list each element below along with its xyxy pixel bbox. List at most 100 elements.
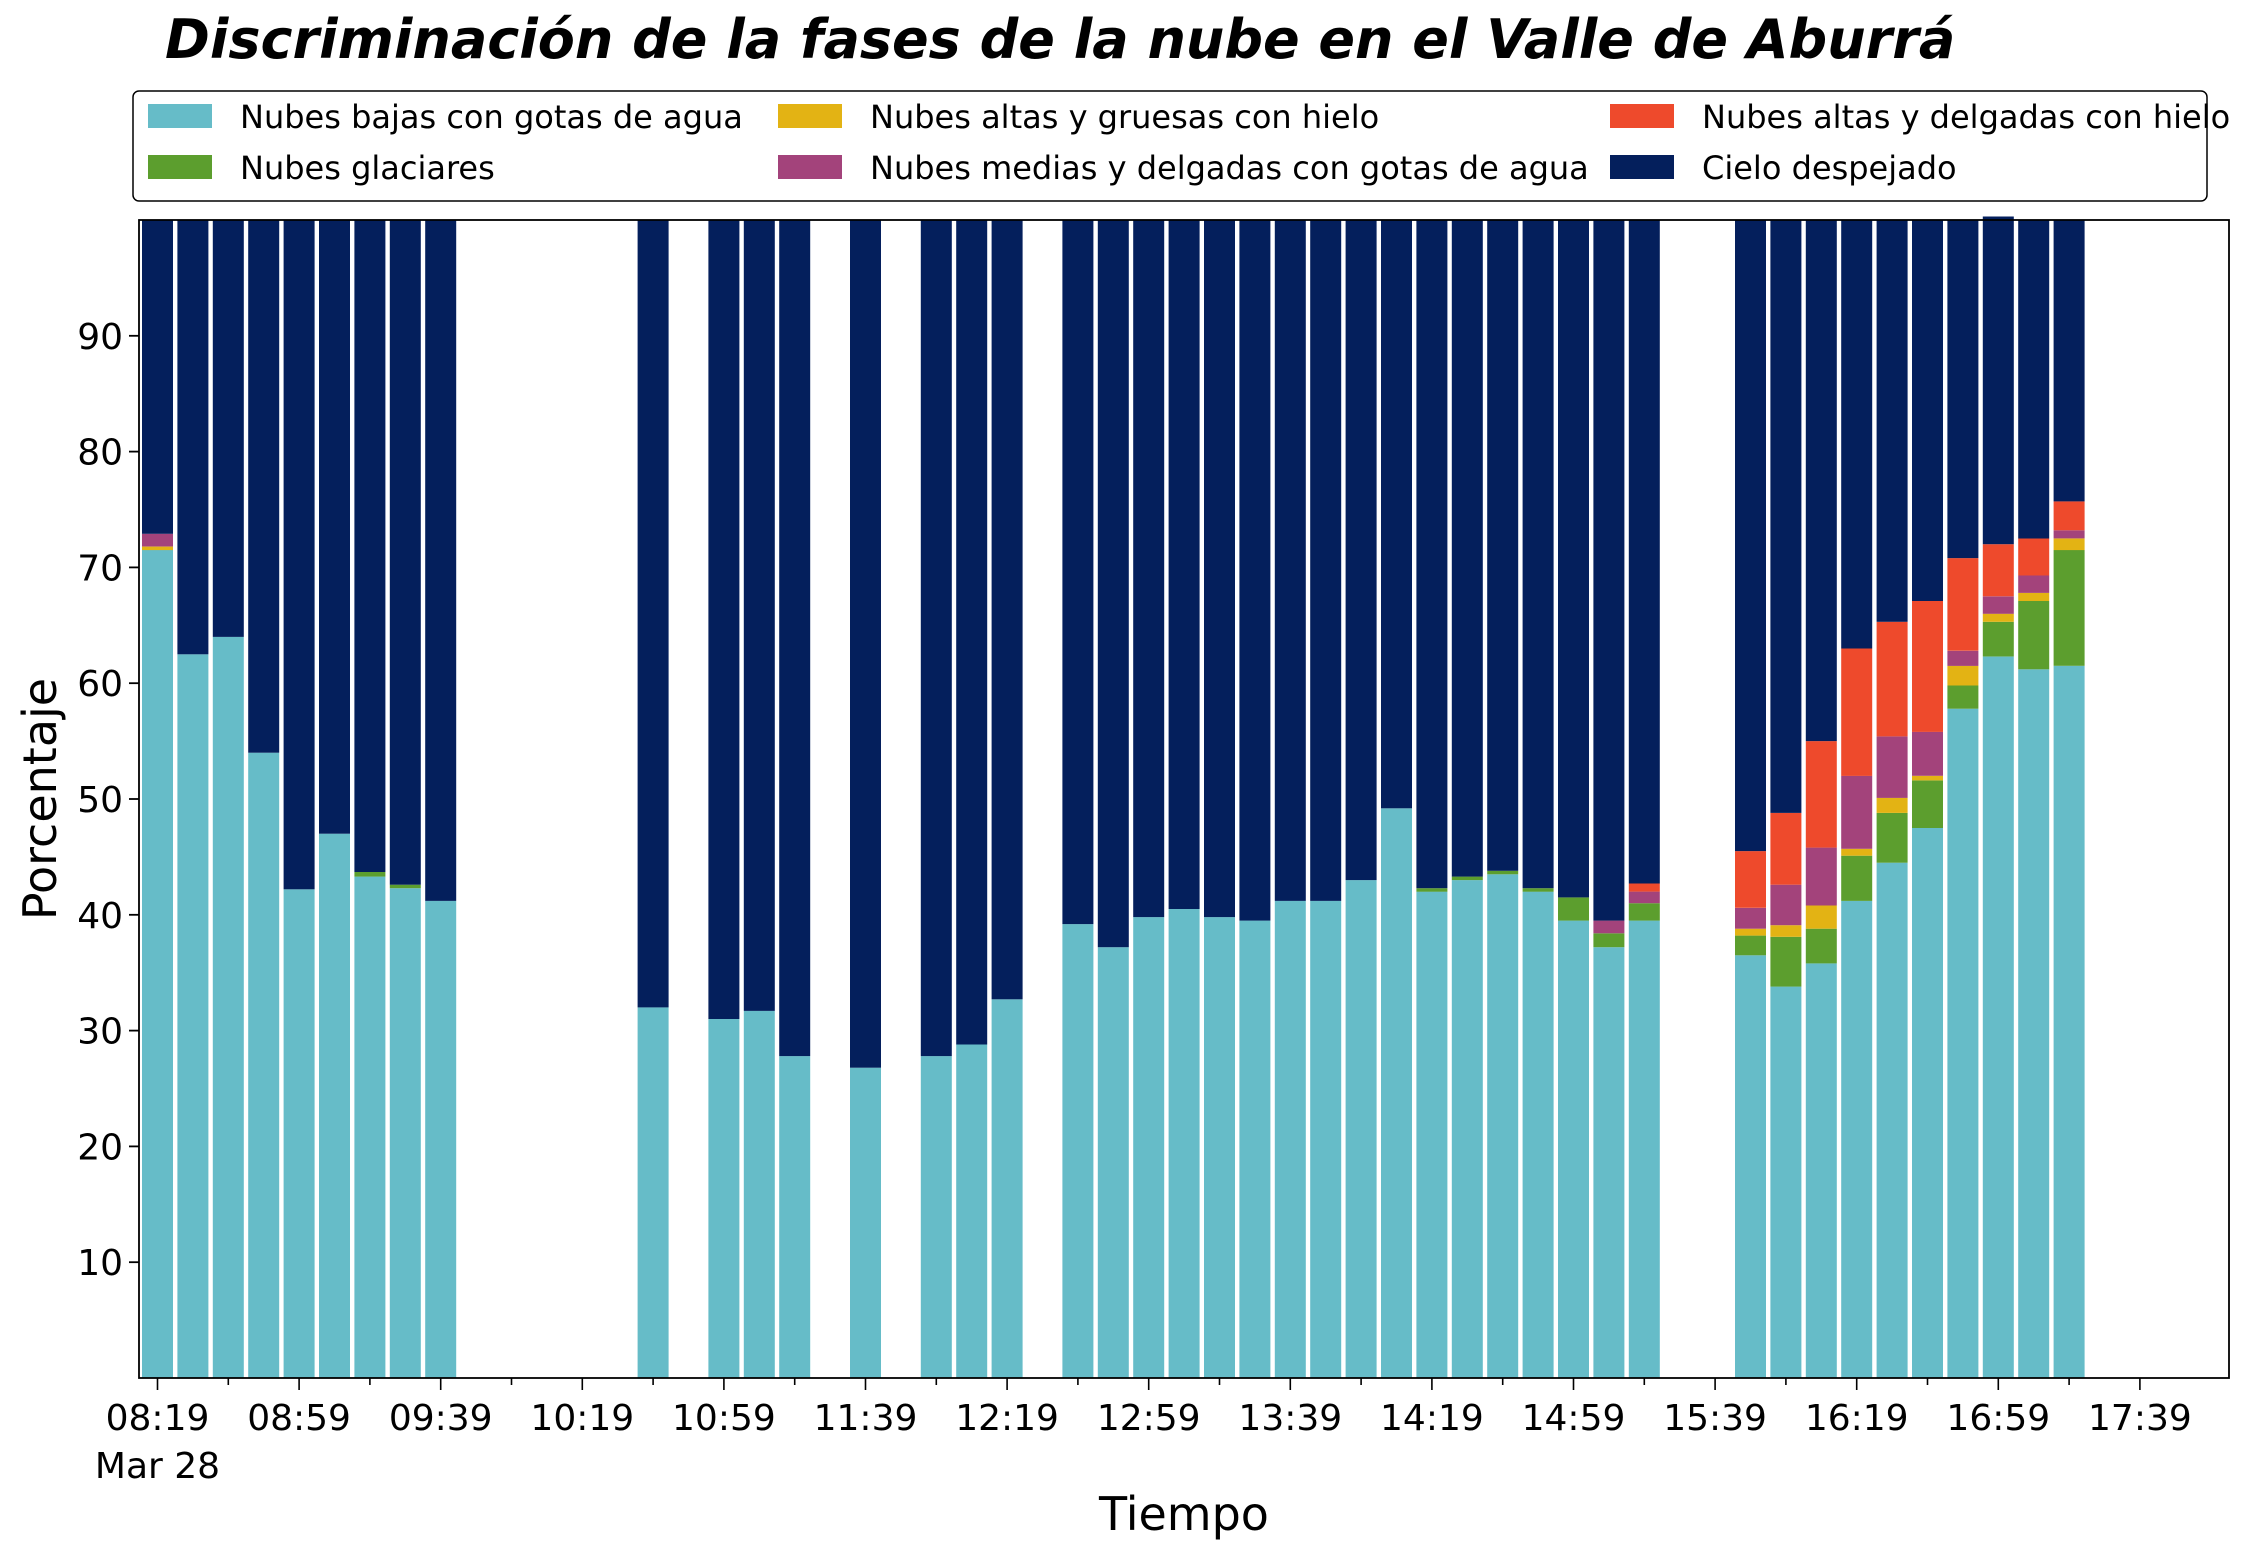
bar-segment-1659-series-5 [1982, 216, 2014, 545]
x-tick-label: 08:59 [247, 1398, 351, 1439]
bar-segment-1649-series-0 [1947, 708, 1979, 1378]
x-tick-label: 11:39 [814, 1398, 918, 1439]
legend-frame [132, 90, 2208, 202]
bar-segment-1559-series-5 [1770, 220, 1802, 813]
bar-segment-1629-series-0 [1876, 862, 1908, 1378]
bar-segment-1709-series-1 [2018, 601, 2050, 670]
legend-swatch [778, 104, 842, 128]
bar-segment-0819-series-5 [142, 220, 173, 534]
bar-segment-1639-series-5 [1912, 220, 1943, 601]
chart-title: Discriminación de la fases de la nube en… [165, 8, 1955, 71]
bar-segment-1659-series-2 [1982, 613, 2014, 622]
bar-segment-1339-series-0 [1274, 900, 1306, 1378]
bar-segment-1609-series-5 [1805, 220, 1837, 742]
legend-swatch [148, 155, 212, 179]
legend-label: Nubes bajas con gotas de agua [240, 98, 743, 136]
bar-segment-1709-series-5 [2018, 220, 2050, 539]
x-tick-label: 16:59 [1946, 1398, 2050, 1439]
bar-segment-1609-series-0 [1805, 963, 1837, 1378]
bar-segment-1249-series-5 [1097, 220, 1129, 948]
bar-segment-0939-series-5 [425, 220, 457, 901]
bar-segment-1549-series-3 [1735, 907, 1766, 929]
y-tick-label: 10 [77, 1243, 123, 1284]
legend-swatch [1610, 155, 1674, 179]
bar-segment-0919-series-0 [354, 876, 386, 1378]
bar-segment-1139-series-5 [850, 220, 881, 1068]
bar-segment-0829-series-0 [177, 654, 209, 1379]
bar-segment-1649-series-5 [1947, 220, 1979, 559]
bar-segment-0919-series-5 [354, 220, 386, 872]
bar-segment-1349-series-5 [1310, 220, 1342, 901]
bar-segment-1039-series-0 [637, 1007, 669, 1378]
bar-segment-1039-series-5 [637, 220, 669, 1008]
bar-segment-1639-series-3 [1912, 731, 1943, 776]
bar-segment-1429-series-1 [1451, 876, 1483, 881]
bar-segment-1619-series-0 [1841, 900, 1873, 1378]
bar-segment-1409-series-5 [1381, 220, 1412, 809]
bar-segment-1509-series-0 [1593, 947, 1625, 1378]
legend-label: Nubes glaciares [240, 149, 495, 187]
bar-segment-1609-series-3 [1805, 847, 1837, 906]
bar-segment-1649-series-4 [1947, 558, 1979, 651]
bar-segment-1519-series-1 [1628, 903, 1660, 921]
bar-segment-1459-series-5 [1558, 220, 1589, 898]
bar-segment-1629-series-1 [1876, 812, 1908, 863]
bar-segment-0829-series-5 [177, 220, 209, 655]
y-tick-label: 90 [77, 317, 123, 358]
bar-segment-1629-series-5 [1876, 220, 1908, 622]
bar-segment-0839-series-0 [212, 636, 244, 1378]
bar-segment-1209-series-5 [956, 220, 988, 1045]
bar-segment-1159-series-5 [920, 220, 952, 1057]
y-tick-label: 80 [77, 433, 123, 474]
bar-segment-0819-series-3 [142, 533, 173, 547]
bar-segment-1619-series-5 [1841, 220, 1873, 649]
bar-segment-1519-series-0 [1628, 920, 1660, 1378]
bar-segment-1519-series-4 [1628, 883, 1660, 892]
legend-label: Nubes medias y delgadas con gotas de agu… [870, 149, 1589, 187]
bar-segment-1449-series-0 [1522, 891, 1554, 1378]
bar-segment-1619-series-4 [1841, 648, 1873, 776]
legend: Nubes bajas con gotas de agua Nubes glaci… [132, 90, 2230, 202]
bar-segment-0849-series-0 [248, 752, 280, 1378]
x-tick-label: 12:19 [955, 1398, 1059, 1439]
bar-segment-1139-series-0 [850, 1067, 881, 1378]
bar-segment-1109-series-0 [743, 1010, 775, 1378]
bar-segment-1619-series-3 [1841, 775, 1873, 849]
bar-segment-1109-series-5 [743, 220, 775, 1011]
x-axis-label: Tiempo [1098, 1487, 1269, 1541]
x-tick-label: 12:59 [1097, 1398, 1201, 1439]
bar-segment-0859-series-0 [283, 889, 315, 1378]
x-tick-label: 16:19 [1805, 1398, 1909, 1439]
bar-segment-0929-series-1 [389, 884, 421, 889]
bar-segment-0939-series-0 [425, 900, 457, 1378]
y-tick-label: 30 [77, 1012, 123, 1053]
bar-segment-1059-series-0 [708, 1019, 740, 1378]
x-tick-label: 14:59 [1522, 1398, 1626, 1439]
bar-segment-1609-series-2 [1805, 905, 1837, 929]
bar-segment-1359-series-5 [1345, 220, 1377, 881]
bar-segment-1709-series-3 [2018, 575, 2050, 593]
bar-segment-1509-series-3 [1593, 920, 1625, 934]
bar-segment-1459-series-1 [1558, 897, 1589, 921]
bar-segment-1239-series-5 [1062, 220, 1094, 925]
bar-segment-0909-series-5 [319, 220, 350, 834]
bar-segment-1609-series-1 [1805, 928, 1837, 964]
legend-label: Nubes altas y gruesas con hielo [870, 98, 1379, 136]
x-tick-label: 15:39 [1663, 1398, 1767, 1439]
bar-segment-1429-series-0 [1451, 880, 1483, 1378]
bar-segment-1659-series-1 [1982, 621, 2014, 657]
bar-segment-1549-series-4 [1735, 851, 1766, 908]
legend-swatch [1610, 104, 1674, 128]
bar-segment-1649-series-1 [1947, 685, 1979, 709]
bar-segment-1159-series-0 [920, 1056, 952, 1378]
x-tick-label: 17:39 [2088, 1398, 2192, 1439]
bar-segment-1629-series-2 [1876, 797, 1908, 813]
bar-segment-0849-series-5 [248, 220, 280, 753]
bar-segment-0819-series-0 [142, 550, 173, 1378]
y-tick-label: 20 [77, 1127, 123, 1168]
bar-segment-1639-series-1 [1912, 780, 1943, 828]
legend-swatch [778, 155, 842, 179]
bar-segment-1719-series-0 [2053, 665, 2085, 1378]
bar-segment-1629-series-4 [1876, 621, 1908, 737]
